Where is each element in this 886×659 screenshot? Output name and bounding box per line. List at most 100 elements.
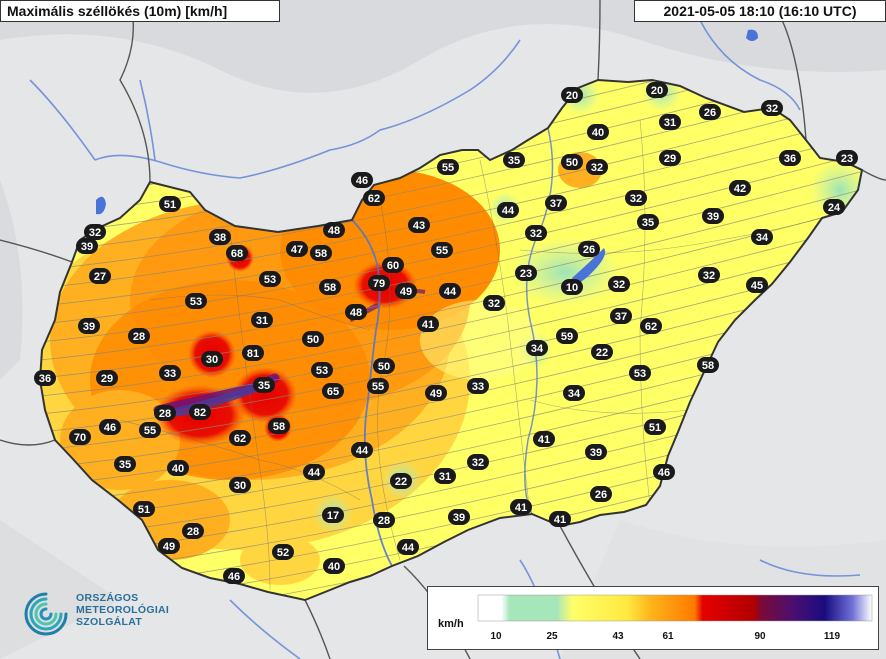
station-value: 79 xyxy=(373,278,385,290)
station-label: 60 xyxy=(382,257,404,273)
logo-text: ORSZÁGOS METEOROLÓGIAI SZOLGÁLAT xyxy=(76,592,169,628)
station-badge xyxy=(34,370,56,386)
station-label: 40 xyxy=(323,558,345,574)
station-label: 32 xyxy=(467,454,489,470)
station-value: 20 xyxy=(566,90,578,102)
station-label: 34 xyxy=(751,229,773,245)
station-badge xyxy=(561,154,583,170)
station-value: 28 xyxy=(378,515,390,527)
station-value: 35 xyxy=(642,217,654,229)
station-value: 29 xyxy=(101,373,113,385)
station-label: 37 xyxy=(610,308,632,324)
station-value: 58 xyxy=(324,282,336,294)
station-label: 41 xyxy=(417,316,439,332)
station-label: 44 xyxy=(439,283,461,299)
station-value: 39 xyxy=(707,211,719,223)
station-badge xyxy=(698,267,720,283)
station-value: 40 xyxy=(328,561,340,573)
station-label: 62 xyxy=(363,190,385,206)
station-value: 42 xyxy=(734,183,746,195)
station-value: 53 xyxy=(634,368,646,380)
station-value: 47 xyxy=(291,244,303,256)
station-label: 62 xyxy=(229,430,251,446)
station-label: 28 xyxy=(373,512,395,528)
station-value: 28 xyxy=(133,331,145,343)
station-label: 47 xyxy=(286,241,308,257)
station-value: 41 xyxy=(515,502,527,514)
station-label: 31 xyxy=(659,114,681,130)
station-label: 55 xyxy=(431,242,453,258)
station-badge xyxy=(629,365,651,381)
station-badge xyxy=(89,268,111,284)
station-badge xyxy=(158,538,180,554)
station-value: 26 xyxy=(595,489,607,501)
station-badge xyxy=(653,464,675,480)
legend-tick-label: 43 xyxy=(612,631,624,642)
station-label: 39 xyxy=(702,208,724,224)
streamline xyxy=(40,261,861,433)
station-badge xyxy=(729,180,751,196)
streamline xyxy=(40,189,861,361)
station-badge xyxy=(286,241,308,257)
station-badge xyxy=(556,328,578,344)
legend-unit: km/h xyxy=(438,618,464,630)
station-value: 37 xyxy=(615,311,627,323)
station-label: 39 xyxy=(78,318,100,334)
station-label: 68 xyxy=(226,245,248,261)
lake-tisza xyxy=(572,248,606,286)
station-label: 55 xyxy=(437,159,459,175)
station-value: 53 xyxy=(264,274,276,286)
station-badge xyxy=(561,279,583,295)
station-value: 48 xyxy=(350,307,362,319)
station-value: 20 xyxy=(651,85,663,97)
legend-tick-label: 119 xyxy=(824,631,841,642)
station-badge xyxy=(223,568,245,584)
station-badge xyxy=(229,477,251,493)
station-label: 50 xyxy=(373,358,395,374)
station-badge xyxy=(585,444,607,460)
station-value: 35 xyxy=(258,380,270,392)
station-label: 44 xyxy=(303,464,325,480)
station-badge xyxy=(483,295,505,311)
station-badge xyxy=(368,275,390,291)
station-value: 68 xyxy=(231,248,243,260)
station-label: 10 xyxy=(561,279,583,295)
station-label: 35 xyxy=(637,214,659,230)
station-badge xyxy=(587,124,609,140)
station-label: 41 xyxy=(549,511,571,527)
station-value: 44 xyxy=(502,205,515,217)
station-value: 32 xyxy=(613,279,625,291)
lake-outside-2 xyxy=(746,29,758,41)
station-value: 34 xyxy=(568,388,581,400)
station-badge xyxy=(545,195,567,211)
station-value: 22 xyxy=(596,347,608,359)
station-badge xyxy=(702,208,724,224)
station-badge xyxy=(408,217,430,233)
station-value: 35 xyxy=(119,459,131,471)
station-badge xyxy=(302,331,324,347)
station-value: 65 xyxy=(327,386,339,398)
station-badge xyxy=(746,277,768,293)
station-badge xyxy=(133,501,155,517)
station-badge xyxy=(201,351,223,367)
station-badge xyxy=(646,82,668,98)
station-badge xyxy=(699,104,721,120)
station-label: 58 xyxy=(310,245,332,261)
station-badge xyxy=(437,159,459,175)
legend-colorbar xyxy=(477,594,873,622)
station-label: 35 xyxy=(114,456,136,472)
station-value: 59 xyxy=(561,331,573,343)
station-value: 50 xyxy=(307,334,319,346)
station-badge xyxy=(159,196,181,212)
station-badge xyxy=(323,558,345,574)
station-value: 55 xyxy=(436,245,448,257)
station-label: 43 xyxy=(408,217,430,233)
station-label: 27 xyxy=(89,268,111,284)
station-badge xyxy=(578,241,600,257)
station-label: 33 xyxy=(467,378,489,394)
station-badge xyxy=(563,385,585,401)
station-value: 50 xyxy=(378,361,390,373)
logo-line-1: ORSZÁGOS xyxy=(76,592,139,604)
station-value: 49 xyxy=(163,541,175,553)
station-badge xyxy=(251,312,273,328)
